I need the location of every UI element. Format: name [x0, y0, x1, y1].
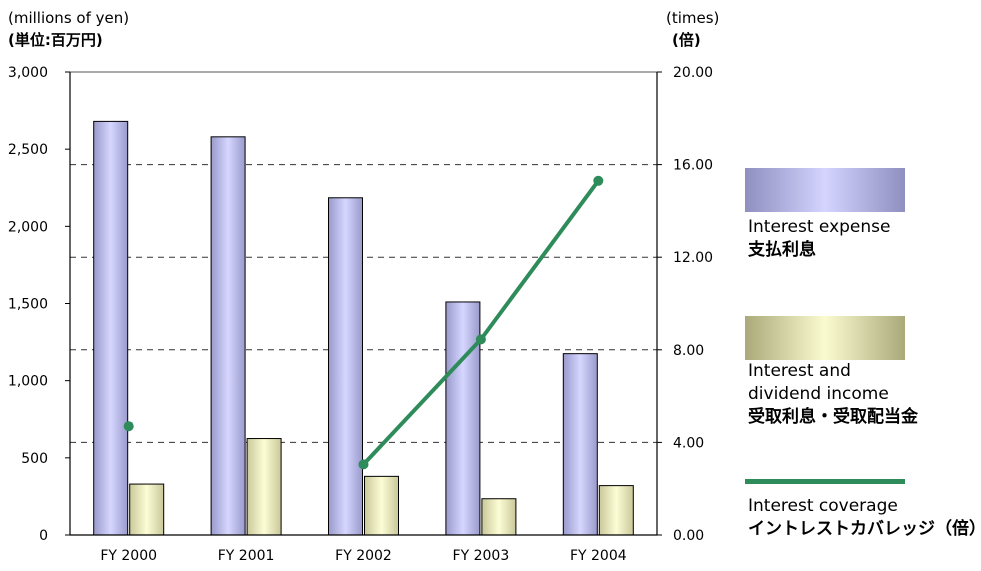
bar-interest-income	[129, 483, 165, 536]
left-axis-tick-label: 3,000	[8, 65, 48, 81]
bar-interest-expense	[328, 197, 363, 536]
coverage-point	[358, 459, 369, 470]
left-axis-unit-en: (millions of yen)	[8, 9, 130, 27]
right-axis-tick-label: 20.00	[673, 65, 713, 81]
bar-interest-income	[481, 498, 517, 536]
left-axis-tick-label: 0	[39, 528, 48, 544]
x-axis-category-label: FY 2000	[100, 548, 157, 564]
legend-label-coverage: Interest coverage イントレストカバレッジ（倍）	[748, 495, 981, 541]
bar-interest-expense	[93, 120, 129, 536]
bar-interest-expense	[445, 301, 481, 536]
right-axis-unit-en: (times)	[666, 9, 720, 27]
left-axis-unit-jp: (単位:百万円)	[8, 31, 103, 49]
right-axis-tick-label: 0.00	[673, 528, 704, 544]
x-axis-category-label: FY 2002	[335, 548, 392, 564]
right-axis-unit-jp: (倍)	[672, 31, 701, 49]
legend-swatch-coverage	[745, 479, 905, 484]
legend-interest-income-en1: Interest and	[748, 361, 851, 381]
bar-interest-expense	[210, 136, 246, 536]
legend-label-interest-expense: Interest expense 支払利息	[748, 216, 890, 262]
x-axis-category-label: FY 2004	[570, 548, 627, 564]
coverage-point	[593, 175, 604, 186]
coverage-point	[475, 334, 486, 345]
legend-label-interest-income: Interest and dividend income 受取利息・受取配当金	[748, 360, 918, 429]
bar-interest-expense	[562, 353, 598, 536]
right-axis-tick-label: 16.00	[673, 158, 713, 174]
left-axis-tick-label: 1,000	[8, 374, 48, 390]
left-axis-tick-label: 2,000	[8, 219, 48, 235]
coverage-point	[123, 421, 134, 432]
left-axis-tick-label: 2,500	[8, 142, 48, 158]
legend-swatch-interest-expense	[745, 168, 905, 212]
x-axis-category-label: FY 2001	[218, 548, 275, 564]
legend-interest-expense-en: Interest expense	[748, 217, 891, 237]
legend-interest-income-jp: 受取利息・受取配当金	[748, 407, 918, 427]
legend-interest-income-en2: dividend income	[748, 384, 889, 404]
right-axis-tick-label: 4.00	[673, 435, 704, 451]
legend-interest-expense-jp: 支払利息	[748, 240, 816, 260]
right-axis-tick-label: 12.00	[673, 250, 713, 266]
bar-interest-income	[598, 485, 634, 536]
legend-coverage-en: Interest coverage	[748, 496, 898, 516]
right-axis-tick-label: 8.00	[673, 343, 704, 359]
bar-interest-income	[246, 438, 282, 536]
left-axis-tick-label: 1,500	[8, 297, 48, 313]
legend-coverage-jp: イントレストカバレッジ（倍）	[748, 519, 981, 539]
left-axis-tick-label: 500	[21, 451, 48, 467]
bar-interest-income	[364, 475, 399, 536]
legend-swatch-interest-income	[745, 316, 905, 360]
x-axis-category-label: FY 2003	[453, 548, 510, 564]
